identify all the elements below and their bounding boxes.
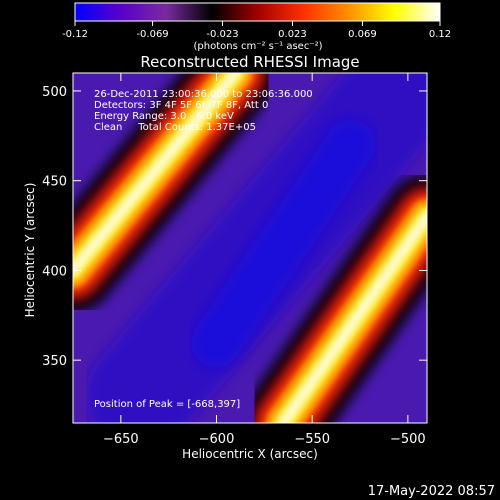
heatmap-band-bright-band-left xyxy=(73,73,241,275)
y-tick-label: 400 xyxy=(42,264,67,279)
x-tick-label: −650 xyxy=(103,432,139,447)
annotation-detectors: Detectors: 3F 4F 5F 6F 7F 8F, Att 0 xyxy=(94,100,268,111)
colorbar-tick-label: -0.023 xyxy=(206,29,238,40)
colorbar-tick-label: 0.023 xyxy=(278,29,307,40)
colorbar-ticks: -0.12 -0.069 -0.023 0.023 0.069 0.12 xyxy=(62,21,451,40)
plot-frame xyxy=(72,72,428,424)
colorbar-tick-label: -0.069 xyxy=(136,29,168,40)
x-tick-label: −600 xyxy=(199,432,235,447)
y-tick-label: 500 xyxy=(42,85,67,100)
heatmap-low-core xyxy=(191,119,376,368)
timestamp: 17-May-2022 08:57 xyxy=(368,484,495,499)
annotation-time: 26-Dec-2011 23:00:36.000 to 23:06:36.000 xyxy=(94,89,313,100)
colorbar-tick-label: 0.069 xyxy=(348,29,377,40)
colorbar-tick-label: 0.12 xyxy=(429,29,451,40)
y-axis-label: Heliocentric Y (arcsec) xyxy=(23,183,37,318)
axis-ticks: −650 −600 −550 −500 350 400 450 500 xyxy=(42,73,427,447)
x-tick-label: −500 xyxy=(390,432,426,447)
annotation-peak: Position of Peak = [-668,397] xyxy=(94,399,240,410)
colorbar-tick-label: -0.12 xyxy=(62,29,88,40)
heatmap-features xyxy=(73,73,427,423)
heatmap-band-bright-band-right xyxy=(278,212,427,423)
heatmap-image xyxy=(73,73,427,423)
colorbar xyxy=(74,2,441,22)
annotation-method: Clean Total Counts: 1.37E+05 xyxy=(94,122,256,133)
annotation-energy: Energy Range: 3.0 - 6.0 keV xyxy=(94,111,234,122)
colorbar-unit-label: (photons cm⁻² s⁻¹ asec⁻²) xyxy=(193,41,322,52)
chart-title: Reconstructed RHESSI Image xyxy=(140,53,359,71)
y-tick-label: 350 xyxy=(42,354,67,369)
x-axis-label: Heliocentric X (arcsec) xyxy=(182,447,318,461)
x-tick-label: −550 xyxy=(294,432,330,447)
y-tick-label: 450 xyxy=(42,175,67,190)
